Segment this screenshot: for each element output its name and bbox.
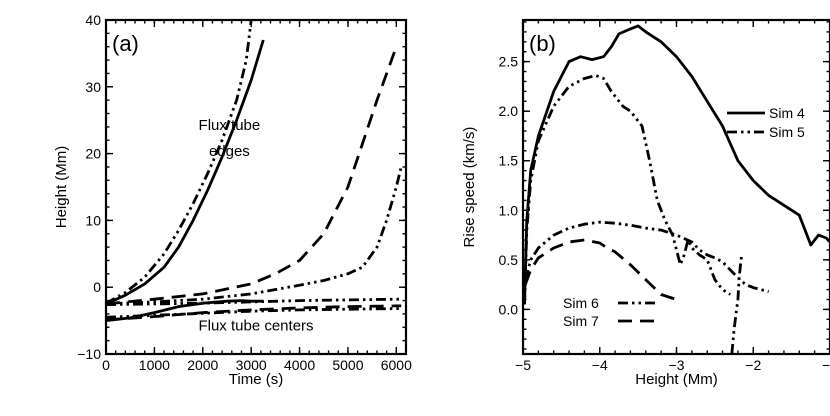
- x-tick-label: −3: [669, 357, 685, 373]
- x-tick-label: 0: [102, 357, 110, 373]
- y-tick-label: 0: [93, 279, 101, 295]
- legend-label: Sim 7: [563, 313, 599, 329]
- x-tick-label: 2000: [187, 357, 218, 373]
- x-axis-label: Height (Mm): [635, 371, 718, 388]
- panel-b: −5 −4 −3 −2 −1 0.0 0.5 1.0 1.5 2.0 2.5 Height (Mm) R…: [461, 18, 830, 388]
- series-line-4: [730, 254, 744, 354]
- series-line-0: [523, 24, 830, 305]
- x-tick-label: −4: [592, 357, 608, 373]
- x-tick-label: 6000: [381, 357, 412, 373]
- x-tick-label: 4000: [284, 357, 315, 373]
- x-tick-label: −1: [822, 357, 830, 373]
- plot-frame: [104, 18, 408, 356]
- x-tick-label: −5: [515, 357, 531, 373]
- x-tick-label: 5000: [332, 357, 363, 373]
- legend-2: Sim 6 Sim 7: [563, 295, 656, 329]
- y-axis-label: Rise speed (km/s): [461, 127, 478, 248]
- x-tick-label: 1000: [139, 357, 170, 373]
- series-line-3: [106, 166, 403, 306]
- annotation-text: edges: [209, 143, 250, 160]
- series-line-1: [523, 74, 731, 305]
- legend-label: Sim 5: [769, 124, 805, 140]
- series-group: [523, 24, 830, 354]
- series-group: [106, 20, 403, 322]
- x-tick-label: −2: [745, 357, 761, 373]
- legend-label: Sim 4: [769, 105, 805, 121]
- panel-label: (b): [529, 31, 556, 56]
- series-line-5: [106, 297, 402, 306]
- y-tick-label: 1.5: [499, 153, 519, 169]
- series-line-2: [106, 46, 398, 306]
- y-tick-label: 1.0: [499, 202, 519, 218]
- y-tick-label: 40: [85, 12, 101, 28]
- y-tick-label: 2.0: [499, 103, 519, 119]
- panel-label: (a): [112, 31, 139, 56]
- legend-1: Sim 4 Sim 5: [727, 105, 805, 140]
- x-tick-label: 3000: [236, 357, 267, 373]
- x-axis-label: Time (s): [229, 371, 283, 388]
- y-tick-label: 0.5: [499, 252, 519, 268]
- annotation-text: Flux tube centers: [198, 318, 313, 335]
- annotation-text: Flux tube: [199, 117, 261, 134]
- y-tick-label: −10: [77, 346, 101, 362]
- y-tick-label: 10: [85, 212, 101, 228]
- y-tick-label: 2.5: [499, 54, 519, 70]
- y-tick-label: 30: [85, 79, 101, 95]
- series-line-3: [523, 238, 677, 301]
- panel-a: 0 1000 2000 3000 4000 5000 6000−10010203040Tim…: [53, 12, 412, 388]
- y-tick-label: 20: [85, 146, 101, 162]
- y-axis-label: Height (Mm): [53, 146, 70, 229]
- legend-label: Sim 6: [563, 295, 599, 311]
- series-line-7: [106, 307, 402, 319]
- series-line-0: [106, 39, 265, 306]
- y-tick-label: 0.0: [499, 301, 519, 317]
- series-line-1: [106, 20, 253, 305]
